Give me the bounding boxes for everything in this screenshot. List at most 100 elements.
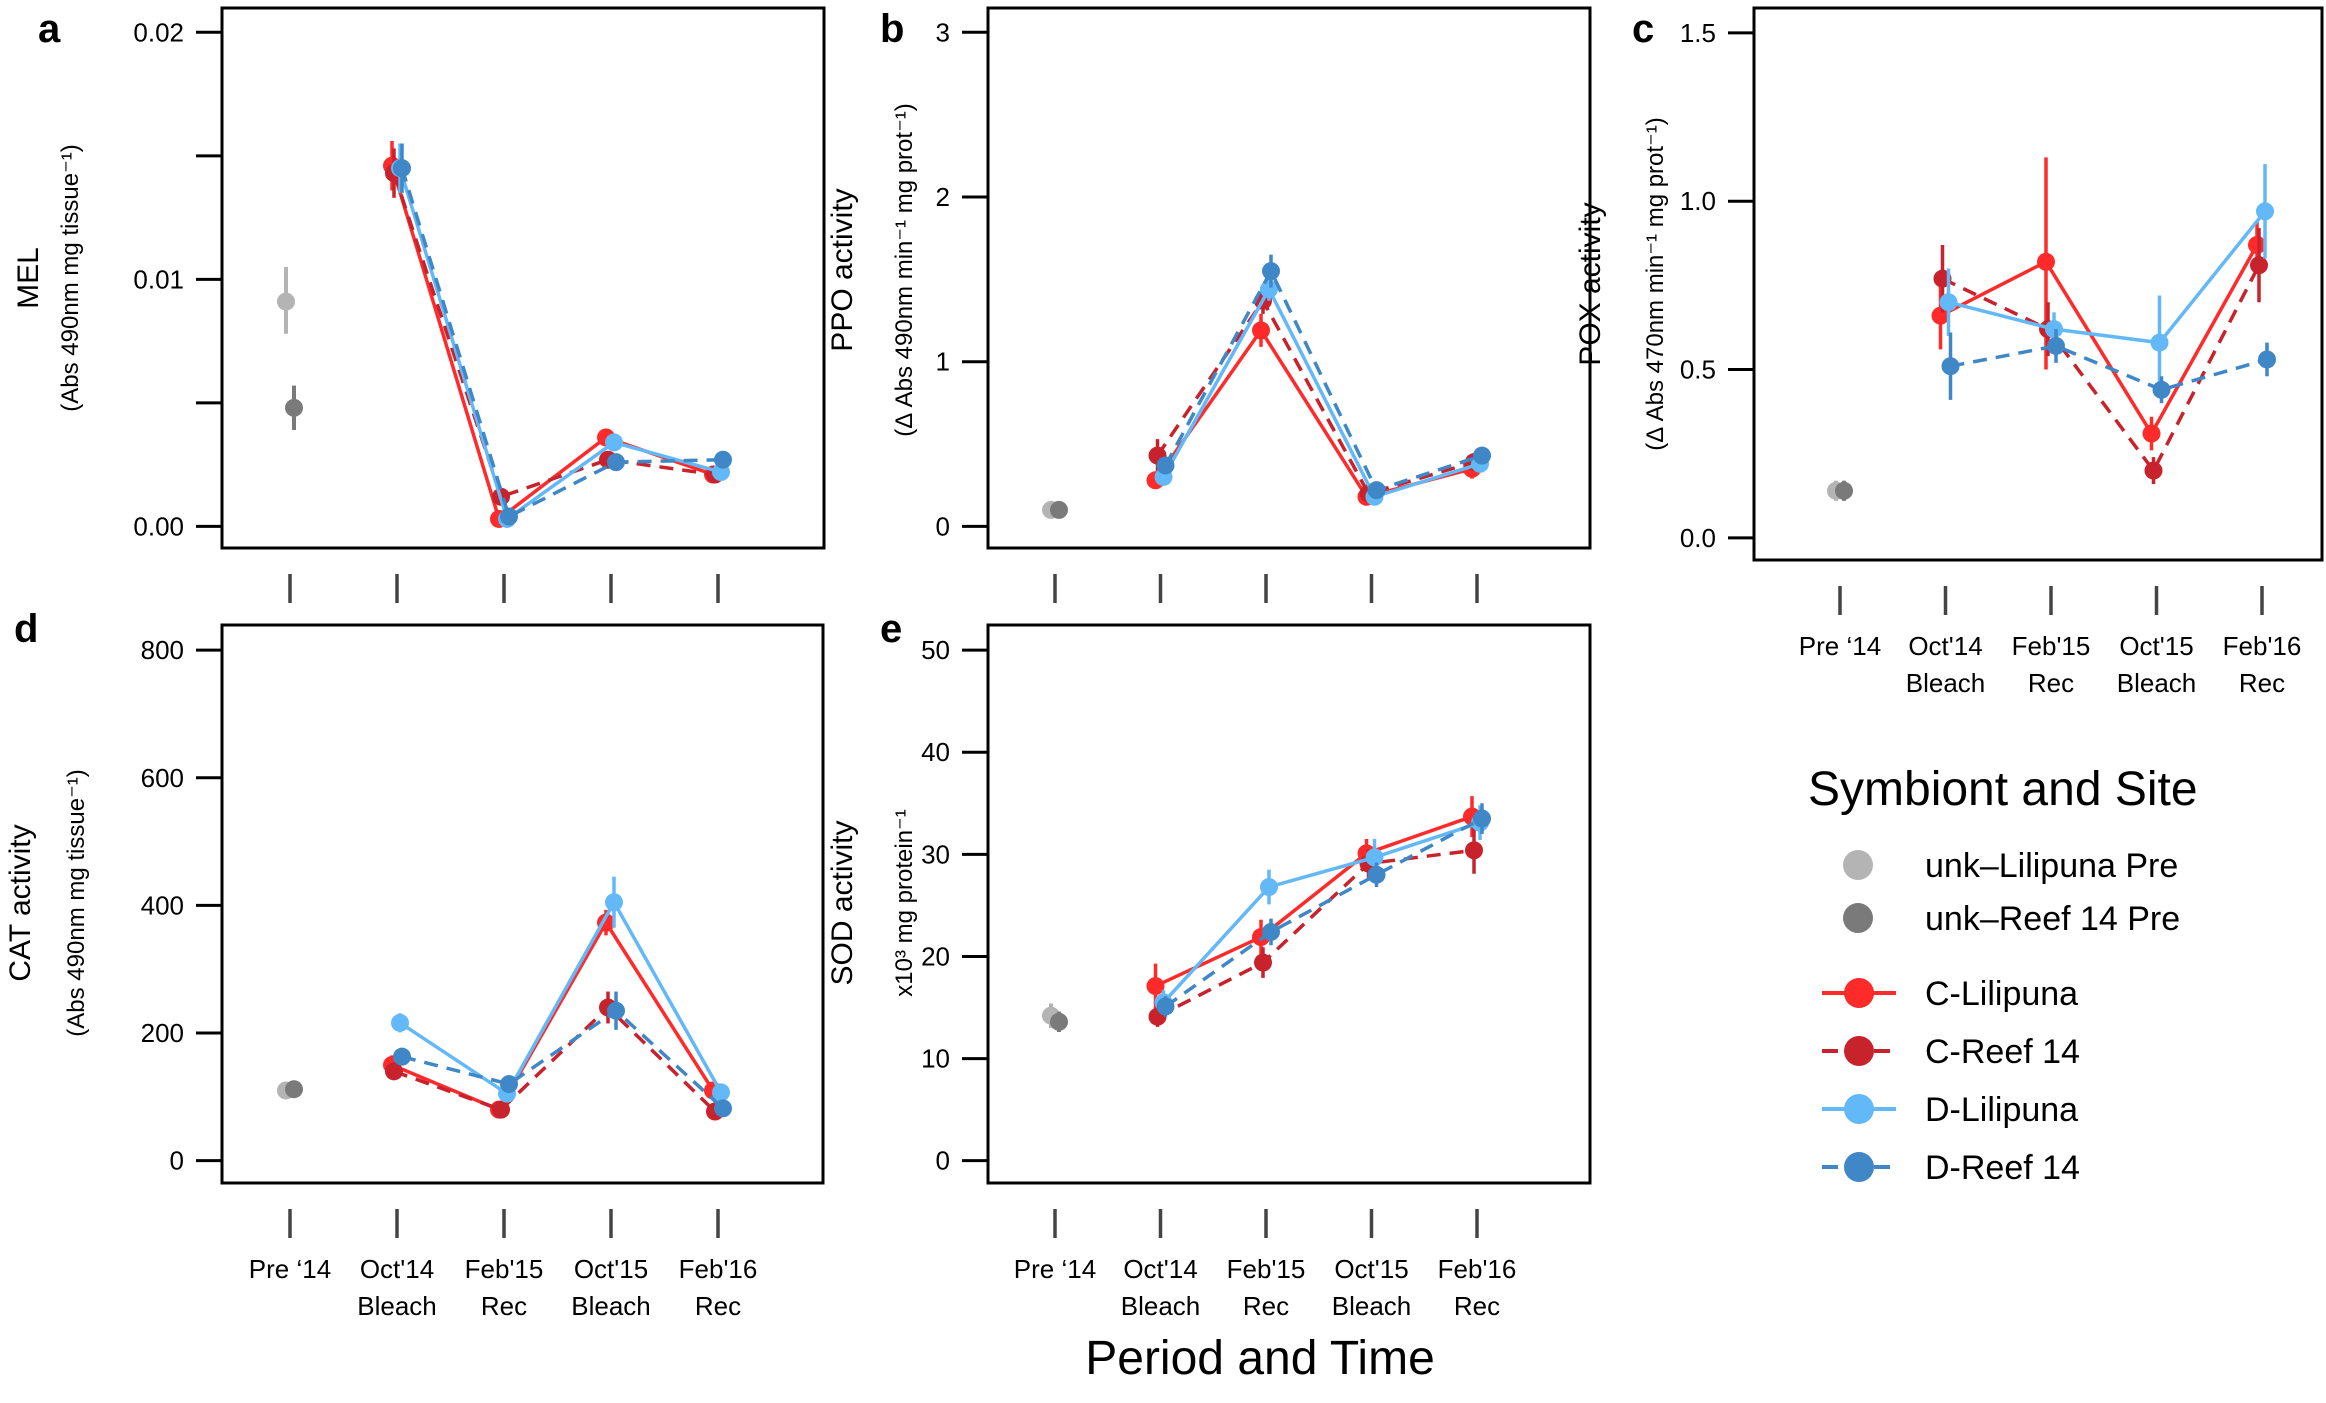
- x-tick-label: Pre ‘14: [1799, 631, 1881, 661]
- data-point-c-lilipuna: [1931, 306, 1950, 325]
- y-tick-label: 10: [921, 1044, 950, 1074]
- y-tick-label: 0.0: [1680, 523, 1716, 553]
- data-point-d-reef-14: [2258, 350, 2276, 369]
- panel-letter: e: [880, 607, 902, 651]
- legend-label: C-Reef 14: [1925, 1033, 2080, 1071]
- y-axis-unit: (Δ Abs 490nm min⁻¹ mg prot⁻¹): [891, 103, 918, 436]
- x-tick-label: Feb'16: [1438, 1254, 1517, 1284]
- x-tick-label: Pre ‘14: [1014, 1254, 1096, 1284]
- x-tick-label: Bleach: [357, 1291, 437, 1321]
- y-axis-unit: (Δ Abs 470nm min⁻¹ mg prot⁻¹): [1642, 117, 1669, 450]
- data-point-d-lilipuna: [1260, 878, 1278, 897]
- legend-marker-c-reef-14: [1844, 1036, 1874, 1066]
- data-point-d-lilipuna: [2256, 202, 2274, 221]
- x-tick-label: Oct'14: [360, 1254, 434, 1284]
- y-tick-label: 0.02: [133, 17, 184, 47]
- data-point-d-lilipuna: [712, 1083, 730, 1102]
- legend-title: Symbiont and Site: [1808, 763, 2198, 816]
- x-axis-title: Period and Time: [1085, 1332, 1435, 1385]
- y-axis-label: SOD activity: [826, 820, 859, 985]
- y-tick-label: 50: [921, 635, 950, 665]
- y-tick-label: 3: [936, 17, 950, 47]
- panel-letter: c: [1632, 7, 1654, 51]
- y-axis-unit: (Abs 490nm mg tissue⁻¹): [63, 769, 90, 1036]
- data-point-c-lilipuna: [1146, 977, 1165, 996]
- panel-letter: d: [14, 607, 38, 651]
- data-point-d-lilipuna: [2150, 333, 2169, 352]
- x-tick-label: Feb'15: [465, 1254, 544, 1284]
- series-line-d-lilipuna: [398, 167, 722, 522]
- data-point-d-lilipuna: [1365, 848, 1384, 867]
- y-tick-label: 200: [141, 1018, 184, 1048]
- panel-d: d CAT activity (Abs 490nm mg tissue⁻¹) 0 200…: [4, 607, 825, 1321]
- legend: Symbiont and Site unk–Lilipuna Pre unk–Re…: [1808, 763, 2198, 1187]
- data-point-c-lilipuna: [2248, 235, 2266, 254]
- legend-marker-c-lilipuna: [1844, 978, 1874, 1008]
- panel-c: c POX activity (Δ Abs 470nm min⁻¹ mg prot⁻…: [1574, 6, 2324, 698]
- x-tick-label: Bleach: [1332, 1291, 1412, 1321]
- y-tick-label: 40: [921, 737, 950, 767]
- plot-frame: [986, 623, 1592, 1185]
- y-axis-label: POX activity: [1574, 202, 1607, 365]
- panel-letter: a: [38, 7, 61, 51]
- legend-marker-d-reef-14: [1844, 1152, 1874, 1182]
- y-tick-label: 1: [936, 347, 950, 377]
- y-tick-label: 0.00: [133, 511, 184, 541]
- y-axis-label: CAT activity: [4, 824, 37, 981]
- series-line-d-lilipuna: [1162, 821, 1481, 1004]
- data-point-d-reef-14: [607, 1001, 625, 1020]
- x-tick-label: Bleach: [571, 1291, 651, 1321]
- y-tick-label: 0.01: [133, 264, 184, 294]
- x-tick-label: Bleach: [1906, 668, 1986, 698]
- x-tick-label: Oct'15: [574, 1254, 648, 1284]
- data-point-c-reef-14: [2250, 256, 2268, 275]
- data-point-d-reef-14: [1262, 262, 1280, 281]
- legend-label: D-Lilipuna: [1925, 1091, 2078, 1129]
- y-tick-label: 0.5: [1680, 355, 1716, 385]
- legend-pre-entries: unk–Lilipuna Pre unk–Reef 14 Pre: [1843, 847, 2180, 938]
- y-tick-label: 2: [936, 182, 950, 212]
- series-line-c-reef-14: [392, 172, 716, 499]
- x-tick-label: Oct'14: [1123, 1254, 1197, 1284]
- data-point-d-reef-14: [607, 453, 625, 472]
- data-point-d-reef-14: [1156, 456, 1175, 475]
- series-line-d-lilipuna: [399, 898, 723, 1097]
- x-tick-label: Bleach: [1121, 1291, 1201, 1321]
- x-tick-label: Rec: [2028, 668, 2074, 698]
- data-point-unk-reef-14-pre: [285, 1080, 303, 1099]
- x-tick-label: Rec: [1454, 1291, 1500, 1321]
- legend-label: C-Lilipuna: [1925, 975, 2078, 1013]
- legend-marker-d-lilipuna: [1844, 1094, 1874, 1124]
- series-line-d-lilipuna: [1948, 210, 2267, 345]
- series-line-c-lilipuna: [1154, 327, 1473, 499]
- x-tick-label: Rec: [2239, 668, 2285, 698]
- data-point-d-reef-14: [714, 1099, 732, 1118]
- series-line-c-reef-14: [1941, 264, 2261, 474]
- data-point-c-lilipuna: [1252, 321, 1270, 340]
- data-point-d-reef-14: [1473, 809, 1491, 828]
- data-point-d-reef-14: [2047, 336, 2065, 355]
- y-axis-label: MEL: [12, 247, 45, 309]
- data-point-d-lilipuna: [2045, 320, 2063, 339]
- x-tick-label: Oct'15: [1334, 1254, 1408, 1284]
- data-point-c-reef-14: [385, 1062, 403, 1081]
- series-line-d-reef-14: [401, 1008, 725, 1110]
- data-point-d-lilipuna: [605, 893, 623, 912]
- y-tick-label: 0: [936, 1146, 950, 1176]
- x-tick-label: Feb'16: [2223, 631, 2302, 661]
- panel-letter: b: [880, 7, 904, 51]
- data-point-c-lilipuna: [2037, 252, 2055, 271]
- plot-frame: [986, 6, 1592, 550]
- panel-e: e SOD activity x10³ mg protein⁻¹ 0 10 20 30 40 5…: [826, 607, 1592, 1321]
- x-tick-label: Oct'14: [1908, 631, 1982, 661]
- data-point-d-reef-14: [500, 507, 518, 526]
- y-tick-label: 1.0: [1680, 186, 1716, 216]
- plot-frame: [220, 6, 826, 550]
- series-line-d-reef-14: [1950, 344, 2268, 392]
- legend-marker-unk-lilipuna-pre: [1843, 850, 1873, 880]
- data-point-d-reef-14: [1941, 357, 1960, 376]
- series-line-d-lilipuna: [1161, 285, 1481, 499]
- data-point-d-lilipuna: [605, 433, 623, 452]
- data-point-d-reef-14: [393, 159, 411, 178]
- x-tick-label: Rec: [695, 1291, 741, 1321]
